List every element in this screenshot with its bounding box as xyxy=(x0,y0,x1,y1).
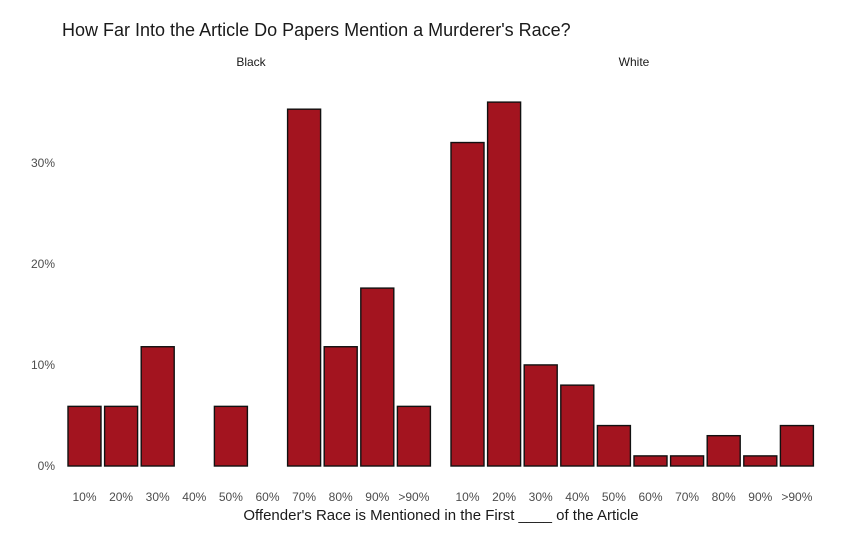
x-tick-label: 10% xyxy=(455,490,479,504)
x-tick-label: 50% xyxy=(602,490,626,504)
bar-white-4 xyxy=(596,424,632,467)
x-tick-label: 60% xyxy=(255,490,279,504)
facet-label-black: Black xyxy=(236,55,266,69)
bar-white-6 xyxy=(669,455,705,467)
bar-black-4 xyxy=(213,405,249,467)
y-tick-label: 10% xyxy=(31,358,55,372)
bar-white-8 xyxy=(743,455,778,467)
bar-black-6 xyxy=(286,108,322,467)
x-tick-label: 30% xyxy=(146,490,170,504)
bar-white-3 xyxy=(560,384,595,467)
x-tick-label: 70% xyxy=(292,490,316,504)
x-axis-label: Offender's Race is Mentioned in the Firs… xyxy=(243,507,638,524)
x-tick-label: >90% xyxy=(781,490,812,504)
bar-white-2 xyxy=(523,364,558,467)
bar-white-9 xyxy=(779,424,815,467)
x-tick-label: 40% xyxy=(182,490,206,504)
bar-black-7 xyxy=(323,346,358,467)
x-tick-label: >90% xyxy=(398,490,429,504)
x-tick-label: 90% xyxy=(748,490,772,504)
bar-black-1 xyxy=(103,405,139,467)
bar-white-0 xyxy=(450,141,485,467)
chart-title: How Far Into the Article Do Papers Menti… xyxy=(62,20,571,40)
bar-black-9 xyxy=(396,405,432,467)
x-tick-label: 20% xyxy=(109,490,133,504)
x-tick-label: 80% xyxy=(712,490,736,504)
facet-label-white: White xyxy=(619,55,650,69)
x-tick-label: 80% xyxy=(329,490,353,504)
y-tick-label: 30% xyxy=(31,156,55,170)
bar-white-1 xyxy=(486,101,522,467)
bar-black-8 xyxy=(360,287,395,467)
bar-black-2 xyxy=(140,346,175,467)
x-tick-label: 30% xyxy=(529,490,553,504)
y-tick-label: 20% xyxy=(31,257,55,271)
x-tick-label: 70% xyxy=(675,490,699,504)
bar-white-5 xyxy=(633,455,668,467)
y-tick-label: 0% xyxy=(38,459,56,473)
x-tick-label: 90% xyxy=(365,490,389,504)
x-tick-label: 10% xyxy=(72,490,96,504)
bar-white-7 xyxy=(706,434,741,467)
x-tick-label: 60% xyxy=(638,490,662,504)
x-tick-label: 20% xyxy=(492,490,516,504)
x-tick-label: 40% xyxy=(565,490,589,504)
x-tick-label: 50% xyxy=(219,490,243,504)
bar-black-0 xyxy=(67,405,102,467)
